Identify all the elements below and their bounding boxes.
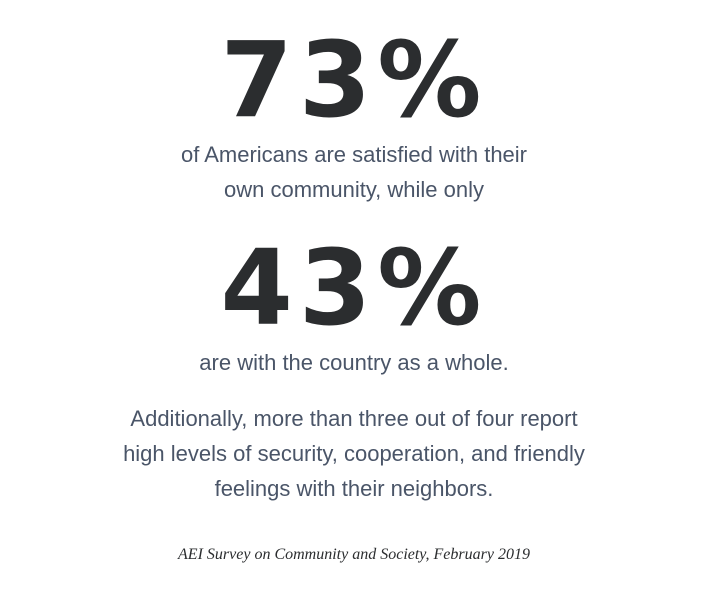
stat-2-caption-line-1: are with the country as a whole. (199, 350, 509, 375)
additional-text-line-3: feelings with their neighbors. (214, 476, 494, 501)
stat-1-caption: of Americans are satisfied with their ow… (0, 137, 708, 207)
stat-43-percent: 43% (220, 227, 488, 349)
stat-1-caption-line-2: own community, while only (223, 177, 485, 202)
additional-text: Additionally, more than three out of fou… (0, 401, 708, 506)
source-citation: AEI Survey on Community and Society, Feb… (178, 546, 530, 563)
stat-1-caption-line-1: of Americans are satisfied with their (180, 142, 528, 167)
additional-text-line-1: Additionally, more than three out of fou… (130, 406, 578, 431)
stat-73-percent: 73% (220, 19, 488, 141)
additional-text-line-2: high levels of security, cooperation, an… (123, 441, 585, 466)
stat-2-caption: are with the country as a whole. (0, 345, 708, 380)
